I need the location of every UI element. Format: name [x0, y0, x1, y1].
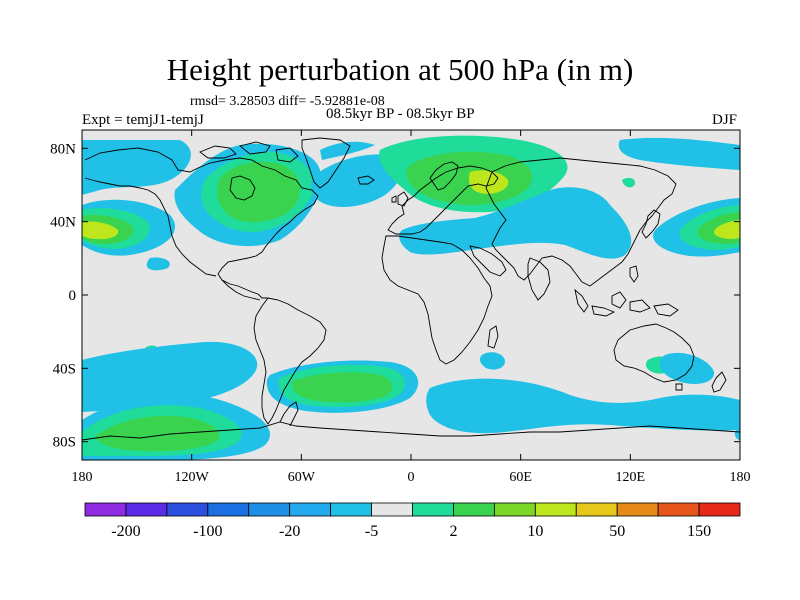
field-patch	[82, 140, 191, 195]
coastline-europe	[387, 165, 499, 235]
field-patch	[426, 378, 740, 434]
coastline-iceland	[357, 175, 375, 185]
lat-label: 0	[69, 288, 77, 304]
field-patch	[618, 137, 740, 170]
coastline-madagascar	[487, 325, 499, 349]
latitude-ticks	[82, 147, 740, 443]
coastline-arabia	[469, 245, 507, 277]
colorbar-box	[125, 502, 168, 517]
lat-label: 80N	[50, 141, 76, 157]
colorbar-box	[371, 502, 413, 517]
colorbar-box	[698, 502, 741, 517]
stats-line: rmsd= 3.28503 diff= -5.92881e-08	[190, 94, 385, 109]
colorbar-box	[330, 502, 372, 517]
field-patch	[146, 257, 170, 271]
season-label: DJF	[712, 112, 738, 128]
coastline-indonesia	[574, 288, 679, 317]
colorbar-box	[84, 502, 127, 517]
colorbar-label: -100	[193, 523, 222, 540]
colorbar-box	[616, 502, 659, 517]
lat-label: 80S	[53, 435, 76, 451]
field-patch	[95, 415, 220, 452]
latitude-axis: 80N 40N 0 40S 80S	[50, 141, 76, 450]
period-line: 08.5kyr BP - 08.5kyr BP	[326, 106, 475, 122]
coastlines	[82, 137, 740, 441]
colorbar	[84, 502, 741, 517]
longitude-axis: 180 120W 60W 0 60E 120E 180	[72, 470, 751, 485]
field-patch	[479, 352, 506, 370]
field-patch	[399, 187, 632, 259]
colorbar-label: -200	[111, 523, 140, 540]
lon-label: 60W	[288, 470, 316, 485]
coastline-antarctic-peninsula	[279, 401, 299, 427]
colorbar-labels: -200 -100 -20 -5 2 10 50 150	[111, 523, 711, 540]
coastline-south-america	[253, 297, 327, 425]
field-patch	[82, 221, 119, 240]
coastline-india	[527, 257, 551, 301]
colorbar-box	[657, 502, 700, 517]
coastline-philippines	[629, 265, 639, 283]
coastline-british-isles	[391, 191, 409, 207]
colorbar-box	[534, 502, 577, 517]
coastline-australia	[613, 323, 695, 383]
coastline-greenland	[301, 137, 351, 189]
coastline-scandinavia	[429, 161, 459, 191]
colorbar-box	[575, 502, 618, 517]
coastline-hudson-bay	[229, 175, 256, 201]
colorbar-box	[289, 502, 332, 517]
field-patch	[310, 154, 403, 207]
colorbar-label: 10	[527, 523, 543, 540]
lon-label: 60E	[509, 470, 532, 485]
height-field	[82, 130, 740, 460]
colorbar-label: -5	[365, 523, 378, 540]
coastline-canadian-archipelago	[199, 141, 299, 163]
colorbar-box	[207, 502, 250, 517]
lon-label: 0	[408, 470, 415, 485]
colorbar-box	[453, 502, 495, 517]
lon-label: 180	[72, 470, 93, 485]
colorbar-label: 50	[609, 523, 625, 540]
lat-label: 40S	[53, 361, 76, 377]
coastline-asia	[485, 157, 677, 287]
colorbar-label: 2	[449, 523, 457, 540]
coastline-japan	[641, 209, 661, 239]
colorbar-label: 150	[687, 523, 711, 540]
field-patch	[82, 341, 258, 412]
lon-label: 180	[730, 470, 751, 485]
field-patch	[660, 352, 715, 384]
coastline-tasmania	[675, 383, 683, 391]
coastline-new-zealand	[711, 371, 727, 393]
colorbar-box	[166, 502, 209, 517]
field-patch	[292, 372, 393, 403]
coastline-africa	[381, 235, 493, 365]
colorbar-box	[248, 502, 291, 517]
colorbar-box	[412, 502, 454, 517]
colorbar-label: -20	[279, 523, 300, 540]
map-title: Height perturbation at 500 hPa (in m)	[166, 52, 634, 87]
experiment-label: Expt = temjJ1-temjJ	[82, 112, 204, 128]
colorbar-box	[493, 502, 536, 517]
lon-label: 120E	[616, 470, 646, 485]
field-patch	[622, 177, 636, 188]
coastline-central-america	[221, 279, 261, 301]
lat-label: 40N	[50, 215, 76, 231]
field-patch	[713, 220, 740, 239]
coastline-antarctica	[82, 421, 740, 441]
longitude-ticks	[81, 130, 741, 460]
lon-label: 120W	[175, 470, 210, 485]
